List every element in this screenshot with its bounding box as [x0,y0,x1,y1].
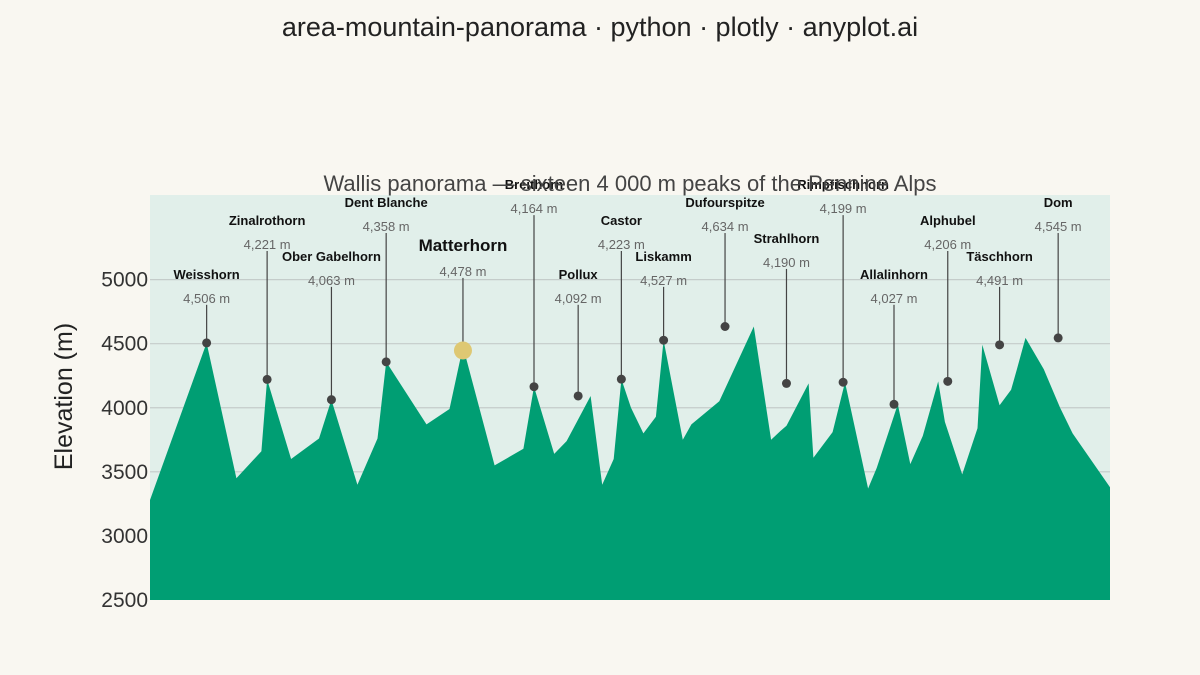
peak-name-castor: Castor [601,213,642,228]
peak-name-breithorn: Breithorn [505,177,564,192]
peak-labels: Weisshorn 4,506 m Zinalrothorn 4,221 mOber … [174,177,1082,306]
peak-elevation-pollux: 4,092 m [555,291,602,306]
peak-name-alphubel: Alphubel [920,213,976,228]
peak-name-dufourspitze: Dufourspitze [685,195,764,210]
y-tick-label-2500: 2500 [101,589,148,612]
peak-name-zinalrothorn: Zinalrothorn [229,213,306,228]
peak-elevation-liskamm: 4,527 m [640,273,687,288]
peak-name-ober-gabelhorn: Ober Gabelhorn [282,249,381,264]
peak-marker-castor [616,374,626,384]
peak-marker-zinalrothorn [262,374,272,384]
peak-marker-dufourspitze [720,321,730,331]
peak-marker-alphubel [943,376,953,386]
ridge-area [150,326,1110,600]
y-axis: 2500 3000 3500 4000 4500 5000 [101,269,148,612]
peak-elevation-allalinhorn: 4,027 m [871,291,918,306]
y-tick-label-5000: 5000 [101,269,148,292]
leader-lines [206,215,1059,405]
peak-marker-täschhorn [995,340,1005,350]
peak-name-weisshorn: Weisshorn [174,267,240,282]
y-axis-label: Elevation (m) [50,323,78,470]
y-tick-label-3500: 3500 [101,461,148,484]
peak-name-strahlhorn: Strahlhorn [754,231,820,246]
peak-marker-liskamm [659,335,669,345]
y-tick-label-4000: 4000 [101,397,148,420]
peak-name-pollux: Pollux [559,267,599,282]
peak-elevation-ober-gabelhorn: 4,063 m [308,273,355,288]
peak-elevation-castor: 4,223 m [598,237,645,252]
peak-name-liskamm: Liskamm [635,249,691,264]
peak-elevation-matterhorn: 4,478 m [439,264,486,279]
chart-title: Wallis panorama — sixteen 4 000 m peaks … [323,171,936,196]
peak-marker-dom [1053,333,1063,343]
peak-elevation-dufourspitze: 4,634 m [702,219,749,234]
peak-elevation-täschhorn: 4,491 m [976,273,1023,288]
peak-elevation-dent-blanche: 4,358 m [363,219,410,234]
peak-markers [202,321,1063,409]
peak-name-rimpfischhorn: Rimpfischhorn [797,177,889,192]
peak-elevation-strahlhorn: 4,190 m [763,255,810,270]
peak-name-dent-blanche: Dent Blanche [345,195,428,210]
peak-marker-matterhorn [453,341,472,360]
peak-name-allalinhorn: Allalinhorn [860,267,928,282]
y-tick-label-3000: 3000 [101,525,148,548]
peak-marker-rimpfischhorn [838,377,848,387]
y-tick-label-4500: 4500 [101,333,148,356]
peak-marker-strahlhorn [781,378,791,388]
peak-marker-pollux [573,391,583,401]
peak-elevation-rimpfischhorn: 4,199 m [820,201,867,216]
peak-marker-weisshorn [202,338,212,348]
peak-name-täschhorn: Täschhorn [966,249,1033,264]
peak-elevation-dom: 4,545 m [1035,219,1082,234]
peak-elevation-breithorn: 4,164 m [511,201,558,216]
peak-elevation-weisshorn: 4,506 m [183,291,230,306]
main-title: area-mountain-panorama · python · plotly… [281,12,919,42]
peak-marker-ober-gabelhorn [326,395,336,405]
peak-elevation-alphubel: 4,206 m [924,237,971,252]
peak-marker-allalinhorn [889,399,899,409]
peak-marker-breithorn [529,382,539,392]
peak-marker-dent-blanche [381,357,391,367]
peak-elevation-zinalrothorn: 4,221 m [244,237,291,252]
peak-name-matterhorn: Matterhorn [419,236,508,255]
peak-name-dom: Dom [1044,195,1073,210]
